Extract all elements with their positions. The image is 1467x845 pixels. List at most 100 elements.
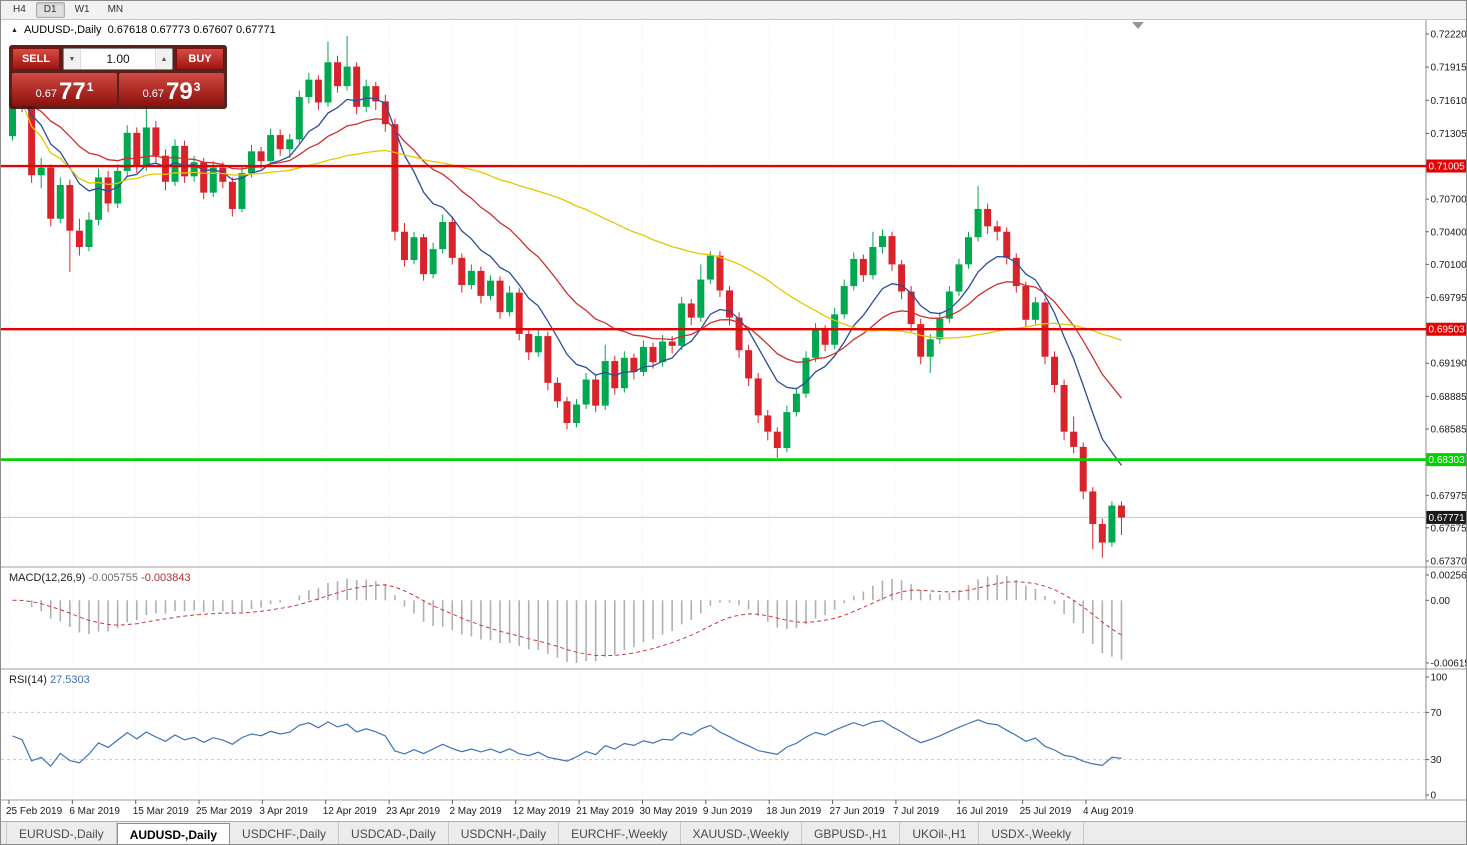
sell-price-point: 1 [86,80,94,94]
svg-text:4 Aug 2019: 4 Aug 2019 [1083,806,1134,817]
tab-eurchf-weekly[interactable]: EURCHF-,Weekly [559,822,681,844]
svg-text:0.67771: 0.67771 [1429,513,1466,524]
sell-price-pips: 77 [59,78,86,105]
svg-text:0.68885: 0.68885 [1431,392,1467,403]
tab-usdx-weekly[interactable]: USDX-,Weekly [979,822,1085,844]
macd-signal-line [12,581,1122,657]
svg-text:0.71610: 0.71610 [1431,96,1467,107]
tab-audusd-daily[interactable]: AUDUSD-,Daily [116,823,231,844]
panel-separators [1,19,1466,801]
svg-text:9 Jun 2019: 9 Jun 2019 [703,806,753,817]
volume-decrease-icon[interactable]: ▼ [64,49,81,69]
svg-text:0.002566: 0.002566 [1431,571,1467,582]
svg-text:18 Jun 2019: 18 Jun 2019 [766,806,821,817]
svg-text:3 Apr 2019: 3 Apr 2019 [259,806,308,817]
svg-text:16 Jul 2019: 16 Jul 2019 [956,806,1008,817]
svg-text:12 May 2019: 12 May 2019 [513,806,571,817]
chart-area: 0.710050.695030.683030.677710.722200.719… [1,19,1467,821]
tab-eurusd-daily[interactable]: EURUSD-,Daily [6,822,117,844]
buy-price-point: 3 [193,80,201,94]
timeframe-toolbar: H4 D1 W1 MN [1,1,1466,20]
volume-increase-icon[interactable]: ▲ [155,49,172,69]
svg-text:0.70700: 0.70700 [1431,195,1467,206]
svg-text:0.69795: 0.69795 [1431,293,1467,304]
svg-text:0.67975: 0.67975 [1431,491,1467,502]
sell-button[interactable]: SELL [12,48,60,70]
buy-button[interactable]: BUY [176,48,224,70]
price-axis-labels: 0.72220 0.71915 0.71610 0.71305 0.70700 0.704… [1425,30,1467,568]
timeframe-w1-button[interactable]: W1 [74,4,90,15]
svg-text:21 May 2019: 21 May 2019 [576,806,634,817]
sell-price-prefix: 0.67 [35,88,58,100]
timeframe-mn-button[interactable]: MN [107,4,124,15]
svg-text:23 Apr 2019: 23 Apr 2019 [386,806,440,817]
tab-gbpusd-h1[interactable]: GBPUSD-,H1 [802,822,901,844]
chart-title: ▲ AUDUSD-,Daily 0.67618 0.67773 0.67607 … [11,24,276,36]
horizontal-level-line[interactable]: 0.68303 [1,453,1467,467]
tab-xauusd-weekly[interactable]: XAUUSD-,Weekly [681,822,802,844]
svg-text:12 Apr 2019: 12 Apr 2019 [323,806,377,817]
svg-text:0.69190: 0.69190 [1431,359,1467,370]
volume-value[interactable]: 1.00 [106,52,130,66]
sell-price-display[interactable]: 0.67 77 1 [12,73,117,106]
chart-shift-marker-icon[interactable] [1132,22,1144,29]
volume-field[interactable]: ▼ 1.00 ▲ [63,48,173,70]
current-price-tag: 0.67771 [1426,510,1466,524]
macd-histogram [21,575,1123,663]
svg-text:0.00: 0.00 [1431,596,1451,607]
svg-text:25 Feb 2019: 25 Feb 2019 [6,806,63,817]
rsi-line [12,719,1122,768]
tab-ukoil-h1[interactable]: UKOil-,H1 [900,822,980,844]
svg-text:0.72220: 0.72220 [1431,30,1467,41]
svg-text:0.69503: 0.69503 [1429,325,1466,336]
tab-usdcnh-daily[interactable]: USDCNH-,Daily [449,822,560,844]
timeframe-d1-button[interactable]: D1 [35,2,65,18]
macd-label: MACD(12,26,9) -0.005755 -0.003843 [9,572,191,584]
chart-collapse-icon[interactable]: ▲ [11,26,18,34]
svg-text:0.70400: 0.70400 [1431,227,1467,238]
ma-mid-line [12,97,1123,399]
tab-usdchf-daily[interactable]: USDCHF-,Daily [230,822,340,844]
svg-text:0.70100: 0.70100 [1431,260,1467,271]
timeframe-h4-button[interactable]: H4 [13,4,26,15]
buy-price-display[interactable]: 0.67 79 3 [119,73,224,106]
horizontal-level-line[interactable]: 0.69503 [1,322,1467,336]
svg-text:0: 0 [1431,791,1437,802]
svg-text:0.67675: 0.67675 [1431,523,1467,534]
chart-symbol-label: AUDUSD-,Daily [23,24,102,36]
svg-text:30 May 2019: 30 May 2019 [640,806,698,817]
svg-text:6 Mar 2019: 6 Mar 2019 [69,806,120,817]
svg-text:RSI(14) 27.5303: RSI(14) 27.5303 [9,674,90,686]
svg-text:27 Jun 2019: 27 Jun 2019 [830,806,885,817]
one-click-trading-panel: SELL ▼ 1.00 ▲ BUY 0.67 77 1 0.67 79 3 [9,45,227,109]
svg-text:0.71005: 0.71005 [1429,162,1466,173]
svg-text:100: 100 [1431,673,1448,684]
svg-text:MACD(12,26,9) -0.005755 -0.003: MACD(12,26,9) -0.005755 -0.003843 [9,572,191,584]
chart-ohlc-values: 0.67618 0.67773 0.67607 0.67771 [107,24,276,36]
macd-axis-labels: 0.002566 0.00 -0.006151 [1425,571,1467,670]
chart-plot-area[interactable] [1,19,1427,800]
rsi-axis-labels: 100 70 30 0 [1425,673,1448,802]
buy-price-prefix: 0.67 [142,88,165,100]
svg-text:70: 70 [1431,708,1443,719]
price-axis[interactable] [1427,19,1467,800]
svg-text:-0.006151: -0.006151 [1431,659,1467,670]
svg-text:7 Jul 2019: 7 Jul 2019 [893,806,940,817]
chart-tab-bar: EURUSD-,Daily AUDUSD-,Daily USDCHF-,Daily U… [1,821,1466,844]
svg-text:25 Jul 2019: 25 Jul 2019 [1020,806,1072,817]
svg-text:15 Mar 2019: 15 Mar 2019 [133,806,190,817]
rsi-label: RSI(14) 27.5303 [9,674,90,686]
svg-text:0.71305: 0.71305 [1431,129,1467,140]
svg-text:2 May 2019: 2 May 2019 [449,806,502,817]
horizontal-level-line[interactable]: 0.71005 [1,159,1467,173]
tab-usdcad-daily[interactable]: USDCAD-,Daily [339,822,449,844]
time-axis[interactable] [1,800,1427,821]
svg-text:30: 30 [1431,755,1443,766]
buy-price-pips: 79 [166,78,193,105]
svg-text:0.68303: 0.68303 [1429,455,1466,466]
time-axis-labels: 25 Feb 2019 6 Mar 2019 15 Mar 2019 25 Mar 2… [6,800,1134,817]
svg-text:0.68585: 0.68585 [1431,424,1467,435]
ma-slow-line [12,97,1122,341]
svg-text:25 Mar 2019: 25 Mar 2019 [196,806,253,817]
svg-text:0.71915: 0.71915 [1431,63,1467,74]
